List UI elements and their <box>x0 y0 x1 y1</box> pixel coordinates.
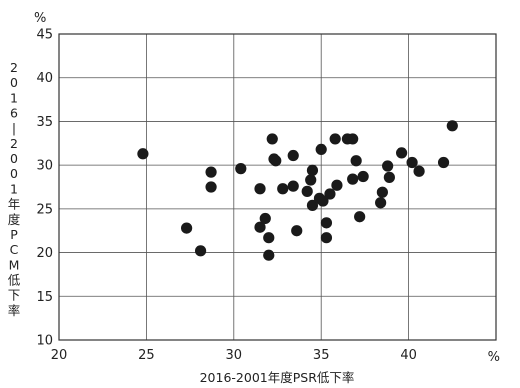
data-point <box>320 217 333 229</box>
data-point <box>301 185 313 197</box>
data-point <box>396 147 408 159</box>
data-point <box>235 163 247 175</box>
x-tick-label: 40 <box>400 348 417 363</box>
data-point <box>406 156 418 169</box>
data-point <box>270 155 282 167</box>
data-point <box>376 186 388 198</box>
data-points <box>137 120 458 261</box>
data-point <box>347 173 359 185</box>
data-point <box>277 183 289 195</box>
data-point <box>291 225 303 237</box>
y-tick-label: 45 <box>36 28 53 43</box>
y-tick-label: 20 <box>36 246 53 261</box>
data-point <box>306 199 319 211</box>
data-point <box>263 232 275 244</box>
data-point <box>305 174 317 186</box>
y-tick-label: 15 <box>36 290 53 305</box>
y-tick-label: 25 <box>36 202 53 217</box>
data-point <box>205 166 217 178</box>
data-point <box>320 232 333 244</box>
y-unit-label: % <box>34 11 46 26</box>
data-point <box>287 149 299 162</box>
data-point <box>194 245 207 257</box>
data-point <box>259 212 271 225</box>
data-point <box>137 148 149 160</box>
data-point <box>357 170 369 183</box>
data-point <box>446 120 458 132</box>
data-point <box>331 179 343 191</box>
x-axis-title: 2016-2001年度PSR低下率 <box>200 370 355 385</box>
data-point <box>315 143 327 156</box>
data-point <box>254 183 266 195</box>
data-point <box>375 197 387 209</box>
data-point <box>329 133 341 145</box>
x-tick-label: 35 <box>313 348 330 363</box>
data-point <box>181 222 193 234</box>
data-point <box>382 160 394 172</box>
data-point <box>354 211 366 223</box>
data-point <box>306 164 319 176</box>
data-point <box>254 221 266 233</box>
y-tick-label: 35 <box>36 115 53 130</box>
x-unit-label: % <box>488 350 500 365</box>
data-point <box>347 133 359 145</box>
x-tick-label: 25 <box>138 348 155 363</box>
data-point <box>383 171 395 183</box>
y-axis-title: 2 0 1 6 | 2 0 0 1 年度 P C M 低下率 <box>8 60 21 318</box>
data-point <box>263 249 275 261</box>
y-tick-label: 10 <box>36 334 53 349</box>
y-tick-label: 40 <box>36 71 53 86</box>
plot-frame <box>58 33 497 341</box>
y-tick-label: 30 <box>36 159 53 174</box>
data-point <box>324 188 336 200</box>
x-tick-label: 30 <box>226 348 243 363</box>
data-point <box>437 156 450 169</box>
data-point <box>413 165 425 177</box>
x-tick-label: 20 <box>51 348 68 363</box>
data-point <box>317 195 329 207</box>
data-point <box>266 133 278 145</box>
data-point <box>205 181 217 193</box>
data-point <box>287 180 299 192</box>
tick-labels: 20 25 30 35 40 10 15 20 25 30 35 40 45 <box>36 28 416 364</box>
data-point <box>350 155 362 167</box>
